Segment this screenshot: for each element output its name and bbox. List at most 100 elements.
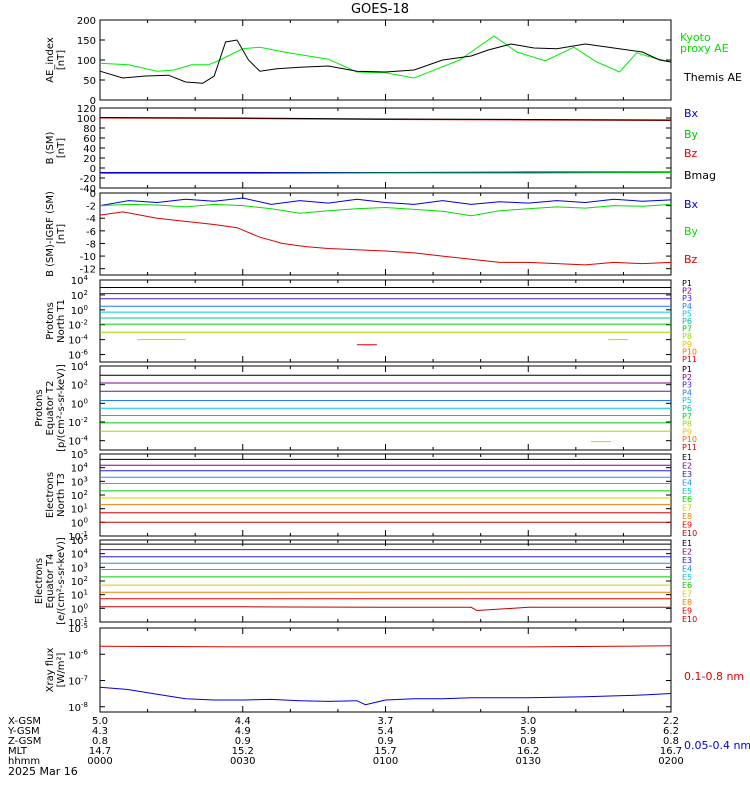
series-line-By: [100, 172, 672, 174]
y-tick-label: 100: [77, 56, 96, 67]
y-axis-label: B (SM): [45, 131, 56, 164]
y-axis-label: Equator T4: [45, 554, 56, 609]
orbit-value: 15.2: [232, 746, 254, 757]
y-tick-label: 10-5: [68, 622, 88, 635]
y-tick-label: -2: [86, 202, 96, 213]
y-tick-label: -40: [80, 184, 96, 195]
series-line-By: [99, 203, 672, 217]
panel-legend: Bx By Bz: [684, 198, 699, 266]
series-line-Kyoto-proxy-AE: [99, 35, 672, 79]
y-tick-label: 80: [83, 124, 96, 135]
legend-label: P9: [682, 427, 692, 436]
series-line-0-1-0-8-nm: [99, 645, 672, 648]
legend-label: E4: [682, 564, 692, 573]
orbit-value: 4.4: [235, 716, 251, 727]
panel-frame: [99, 453, 672, 537]
series-line-E10: [100, 606, 671, 612]
legend-label: P3: [682, 294, 692, 303]
y-tick-label: 0: [90, 164, 96, 175]
y-tick-label: 100: [71, 516, 88, 529]
legend-label: E6: [682, 495, 692, 504]
y-tick-label: 0: [90, 189, 96, 200]
y-tick-label: 102: [71, 289, 88, 302]
legend-label: P11: [682, 355, 697, 364]
y-tick-label: 102: [71, 379, 88, 392]
y-tick-label: 60: [83, 134, 96, 145]
y-axis-label: [nT]: [56, 50, 67, 70]
y-tick-label: -6: [86, 227, 96, 238]
orbit-value: 4.3: [92, 726, 108, 737]
date-label: 2025 Mar 16: [8, 765, 78, 778]
y-tick-label: 10-4: [68, 435, 88, 448]
orbit-value: 0.8: [663, 736, 679, 747]
y-tick-label: -20: [80, 174, 96, 185]
series-line-Bz: [99, 211, 672, 266]
orbit-value: 16.2: [517, 746, 539, 757]
y-tick-label: 120: [77, 104, 96, 115]
y-axis-label: Equator T2: [45, 381, 56, 436]
orbit-value: 0.8: [92, 736, 108, 747]
y-tick-label: 10-2: [68, 416, 88, 429]
legend-label: E1: [682, 539, 692, 548]
legend-label: Bz: [684, 253, 698, 266]
legend-label: P9: [682, 340, 692, 349]
legend-label: 0.1-0.8 nm: [684, 670, 744, 683]
orbit-value: 0130: [516, 756, 541, 767]
y-tick-label: -12: [80, 265, 96, 276]
y-tick-label: 10-1: [68, 616, 88, 629]
y-axis-label: [nT]: [56, 138, 67, 158]
series-line-0-05-0-4-nm: [99, 686, 672, 706]
y-tick-label: 100: [71, 304, 88, 317]
legend-label: E8: [682, 512, 692, 521]
y-tick-label: 100: [77, 114, 96, 125]
y-tick-label: 105: [71, 448, 88, 461]
legend-label: By: [684, 128, 699, 141]
y-axis-label: AE_index: [45, 37, 56, 83]
y-axis-label: North T1: [56, 299, 67, 343]
legend-label: E5: [682, 487, 692, 496]
legend-label: P11: [682, 443, 697, 452]
orbit-value: 3.7: [378, 716, 394, 727]
y-tick-label: -8: [86, 239, 96, 250]
legend-label: P4: [682, 388, 692, 397]
legend-label: E9: [682, 521, 692, 530]
legend-label: E6: [682, 581, 692, 590]
legend-label: P5: [682, 396, 692, 405]
legend-label: P10: [682, 435, 697, 444]
orbit-value: 0030: [230, 756, 255, 767]
orbit-value: 5.0: [92, 716, 108, 727]
y-tick-label: 104: [71, 360, 89, 373]
legend-label: Bz: [684, 147, 698, 160]
legend-label: P1: [682, 365, 692, 374]
orbit-value: 0.9: [378, 736, 394, 747]
series-line-Bmag: [99, 117, 672, 121]
y-axis-label: [e/(cm²-s-sr-keV)]: [56, 537, 67, 625]
y-tick-label: 104: [71, 274, 89, 287]
legend-label: E1: [682, 453, 692, 462]
orbit-value: 5.4: [378, 726, 394, 737]
panel-8: 10-8 10-7 10-6 10-5 Xray flux [W/m²] 0.1-0.8 n…: [45, 622, 750, 752]
y-tick-label: 102: [71, 489, 88, 502]
y-tick-label: 101: [71, 503, 88, 516]
legend-label: E2: [682, 547, 692, 556]
legend-label: P6: [682, 317, 692, 326]
orbit-value: 5.9: [520, 726, 536, 737]
y-tick-label: 20: [83, 154, 96, 165]
y-tick-label: 103: [71, 561, 88, 574]
y-axis-label: B (SM)-IGRF (SM): [45, 191, 56, 277]
y-tick-label: 10-7: [68, 675, 88, 688]
series-line-Themis-AE: [99, 39, 672, 84]
y-axis-label: [p/(cm²-s-sr-keV)]: [56, 364, 67, 452]
orbit-value: 2.2: [663, 716, 679, 727]
orbit-value: 0.8: [520, 736, 536, 747]
legend-label: P7: [682, 325, 692, 334]
